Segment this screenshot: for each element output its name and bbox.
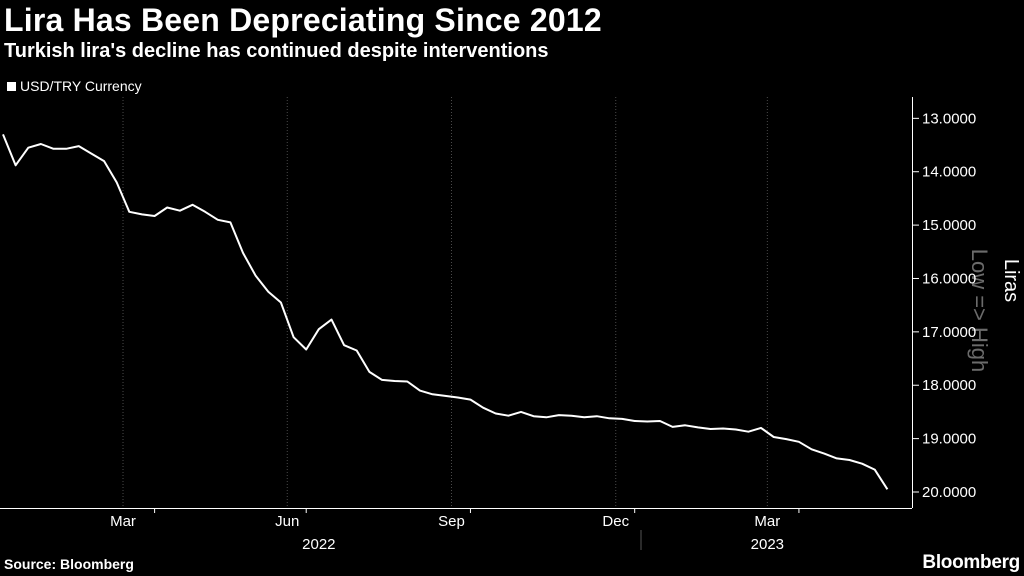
y-axis-title: Liras <box>1000 259 1022 302</box>
y-tick-label: 20.0000 <box>922 484 976 501</box>
bloomberg-logo: Bloomberg <box>922 552 1020 573</box>
y-tick-label: 13.0000 <box>922 110 976 127</box>
x-year-label: 2022 <box>302 536 335 553</box>
x-tick-label: Jun <box>275 513 299 530</box>
legend-swatch <box>7 81 16 91</box>
y-tick-label: 19.0000 <box>922 431 976 448</box>
x-tick-label: Sep <box>438 513 465 530</box>
y-tick-label: 18.0000 <box>922 377 976 394</box>
x-tick-label: Mar <box>754 513 780 530</box>
y-axis-note: Low => High <box>967 249 992 373</box>
source-note: Source: Bloomberg <box>4 556 134 572</box>
y-tick-label: 15.0000 <box>922 217 976 234</box>
x-tick-label: Mar <box>110 513 136 530</box>
y-tick-label: 14.0000 <box>922 164 976 181</box>
legend: USD/TRY Currency <box>7 78 142 94</box>
chart-title: Lira Has Been Depreciating Since 2012 <box>4 2 602 38</box>
series-line <box>2 134 889 490</box>
y-tick-label: 17.0000 <box>922 324 976 341</box>
y-tick-label: 16.0000 <box>922 270 976 287</box>
legend-label: USD/TRY Currency <box>20 78 142 94</box>
chart-subtitle: Turkish lira's decline has continued des… <box>4 40 549 62</box>
x-year-label: 2023 <box>751 536 784 553</box>
x-tick-label: Dec <box>602 513 629 530</box>
